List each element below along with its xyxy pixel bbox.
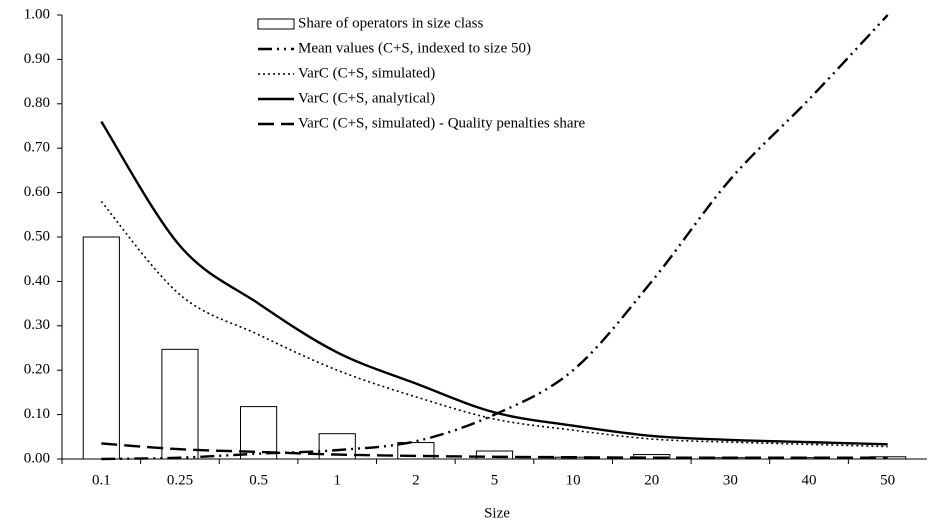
x-tick-label: 10 (566, 472, 581, 488)
legend-label: VarC (C+S, simulated) - Quality penaltie… (298, 115, 585, 131)
y-tick-label: 1.00 (24, 6, 50, 22)
x-tick-label: 50 (880, 472, 895, 488)
legend-label: Share of operators in size class (298, 15, 484, 31)
y-tick-label: 0.60 (24, 184, 50, 200)
y-tick-label: 0.30 (24, 317, 50, 333)
x-tick-label: 0.25 (167, 472, 193, 488)
line (100, 200, 888, 448)
x-tick-label: 5 (491, 472, 499, 488)
y-tick-label: 0.80 (24, 95, 50, 111)
line (101, 442, 888, 459)
bar (161, 348, 199, 460)
x-tick-label: 1 (333, 472, 341, 488)
line (101, 14, 889, 461)
y-tick-label: 0.70 (24, 140, 50, 156)
x-tick-label: 40 (802, 472, 817, 488)
y-tick-label: 0.50 (24, 228, 50, 244)
x-tick-label: 20 (644, 472, 659, 488)
y-tick-label: 0.90 (24, 51, 50, 67)
legend-label: VarC (C+S, analytical) (298, 90, 435, 106)
x-tick-label: 30 (723, 472, 738, 488)
x-axis-label: Size (484, 505, 510, 521)
line (100, 120, 888, 446)
x-tick-label: 0.1 (92, 472, 111, 488)
y-tick-label: 0.40 (24, 273, 50, 289)
x-tick-label: 2 (412, 472, 420, 488)
legend-label: Mean values (C+S, indexed to size 50) (298, 40, 531, 56)
bar (240, 406, 278, 460)
x-tick-label: 0.5 (249, 472, 268, 488)
legend-label: VarC (C+S, simulated) (298, 65, 435, 81)
y-tick-label: 0.20 (24, 362, 50, 378)
y-tick-label: 0.10 (24, 406, 50, 422)
bar (82, 236, 120, 460)
bar (475, 450, 514, 460)
legend-swatch (257, 18, 295, 30)
y-tick-label: 0.00 (24, 450, 50, 466)
